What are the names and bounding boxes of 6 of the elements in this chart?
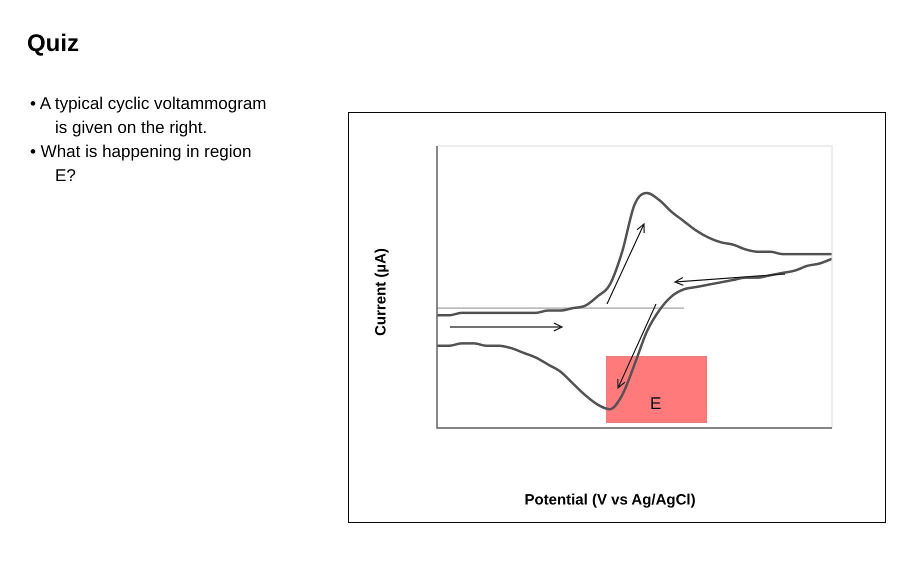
- text: • What is happening in region E?: [30, 141, 252, 187]
- text: • A typical cyclic voltammogram is given on the right.: [30, 93, 268, 139]
- annotation: E: [650, 394, 662, 414]
- text: Quiz: [27, 30, 79, 58]
- x-axis-title: Potential (V vs Ag/AgCl): [524, 492, 696, 508]
- y-axis-title: Current (µA): [372, 248, 390, 336]
